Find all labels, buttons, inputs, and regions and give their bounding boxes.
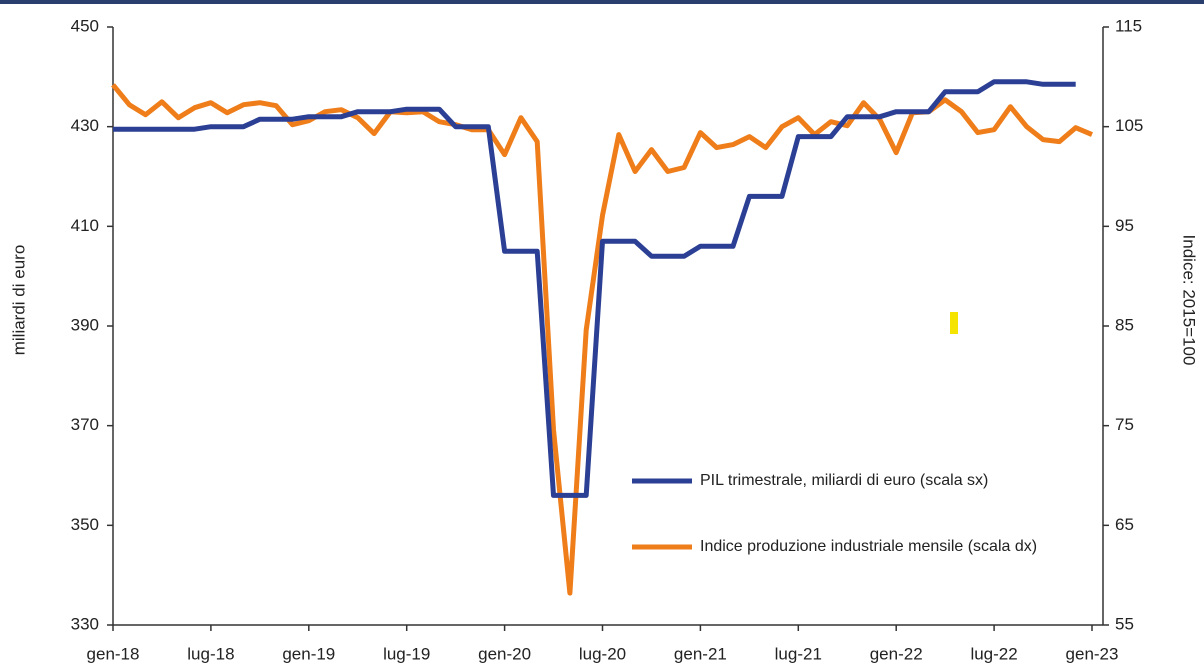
y2-tick-label: 95: [1115, 216, 1134, 235]
y2-tick-label: 65: [1115, 515, 1134, 534]
legend-label: PIL trimestrale, miliardi di euro (scala…: [700, 472, 989, 489]
x-tick-label: lug-22: [970, 644, 1017, 663]
y2-tick-label: 85: [1115, 315, 1134, 334]
x-tick-label: lug-21: [775, 644, 822, 663]
x-tick-label: lug-20: [579, 644, 626, 663]
y-tick-label: 350: [71, 515, 99, 534]
marker: [950, 312, 958, 334]
y-axis-title: miliardi di euro: [9, 245, 28, 356]
x-tick-label: lug-18: [187, 644, 234, 663]
y-tick-label: 370: [71, 415, 99, 434]
x-tick-label: lug-19: [383, 644, 430, 663]
x-tick-label: gen-23: [1066, 644, 1119, 663]
y-tick-label: 450: [71, 16, 99, 35]
y2-tick-label: 55: [1115, 614, 1134, 633]
x-tick-label: gen-21: [674, 644, 727, 663]
y2-tick-label: 75: [1115, 415, 1134, 434]
y-tick-label: 330: [71, 614, 99, 633]
x-tick-label: gen-19: [282, 644, 335, 663]
y2-tick-label: 105: [1115, 116, 1143, 135]
x-tick-label: gen-18: [87, 644, 140, 663]
y-tick-label: 410: [71, 216, 99, 235]
y2-axis-title: Indice: 2015=100: [1180, 235, 1199, 366]
series-line: [111, 83, 1093, 596]
x-tick-label: gen-22: [870, 644, 923, 663]
x-tick-label: gen-20: [478, 644, 531, 663]
top-bar: [0, 0, 1204, 4]
y2-tick-label: 115: [1115, 16, 1142, 35]
series-line: [113, 79, 1076, 498]
y-tick-label: 390: [71, 315, 99, 334]
legend-label: Indice produzione industriale mensile (s…: [700, 538, 1038, 555]
y-tick-label: 430: [71, 116, 99, 135]
